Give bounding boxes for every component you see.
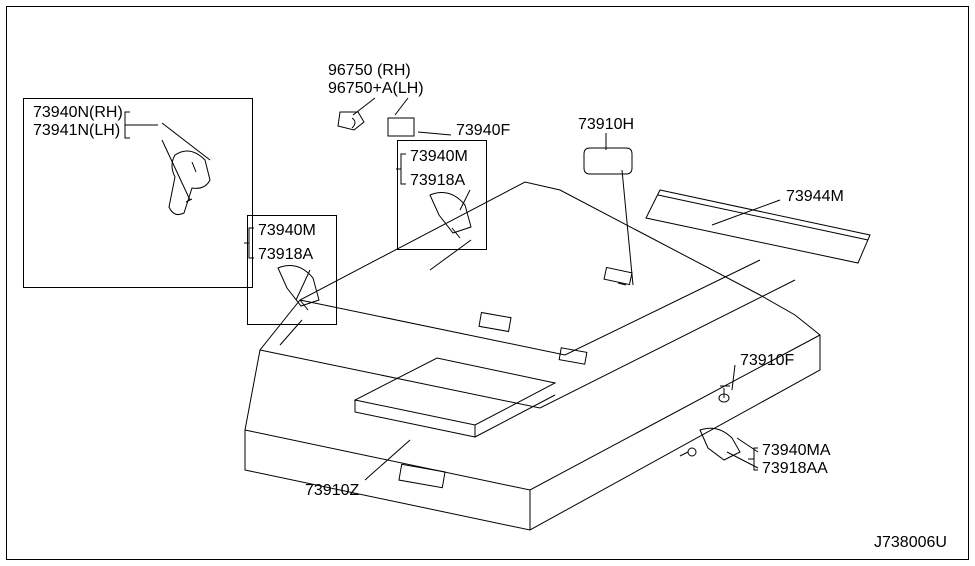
label-73940M-l: 73940M xyxy=(258,222,316,240)
label-73918A-l: 73918A xyxy=(258,246,313,264)
label-73918A-l-text: 73918A xyxy=(258,246,313,263)
label-73941N: 73941N(LH) xyxy=(33,122,120,140)
label-73944M-text: 73944M xyxy=(786,188,844,205)
label-73940F-text: 73940F xyxy=(456,122,510,139)
label-73910F: 73910F xyxy=(740,352,794,370)
label-73940N-text: 73940N(RH) xyxy=(33,104,123,121)
label-96750-rh: 96750 (RH) xyxy=(328,62,411,80)
label-73940N: 73940N(RH) xyxy=(33,104,123,122)
label-73940M-r-text: 73940M xyxy=(410,148,468,165)
diagram-id-text: J738006U xyxy=(874,534,947,551)
label-73940MA-text: 73940MA xyxy=(762,442,831,459)
label-96750-lh: 96750+A(LH) xyxy=(328,80,424,98)
label-96750-lh-text: 96750+A(LH) xyxy=(328,80,424,97)
label-96750-rh-text: 96750 (RH) xyxy=(328,62,411,79)
label-73944M: 73944M xyxy=(786,188,844,206)
label-73918A-r: 73918A xyxy=(410,172,465,190)
label-73940M-r: 73940M xyxy=(410,148,468,166)
label-73910Z-text: 73910Z xyxy=(305,482,359,499)
label-73910Z: 73910Z xyxy=(305,482,359,500)
diagram-canvas: 73940N(RH) 73941N(LH) 96750 (RH) 96750+A… xyxy=(0,0,975,566)
label-73941N-text: 73941N(LH) xyxy=(33,122,120,139)
label-73918AA: 73918AA xyxy=(762,460,828,478)
label-73918AA-text: 73918AA xyxy=(762,460,828,477)
diagram-id: J738006U xyxy=(874,534,947,552)
label-73940MA: 73940MA xyxy=(762,442,831,460)
label-73910H-text: 73910H xyxy=(578,116,634,133)
label-73918A-r-text: 73918A xyxy=(410,172,465,189)
label-73940M-l-text: 73940M xyxy=(258,222,316,239)
label-73910F-text: 73910F xyxy=(740,352,794,369)
label-73910H: 73910H xyxy=(578,116,634,134)
label-73940F: 73940F xyxy=(456,122,510,140)
